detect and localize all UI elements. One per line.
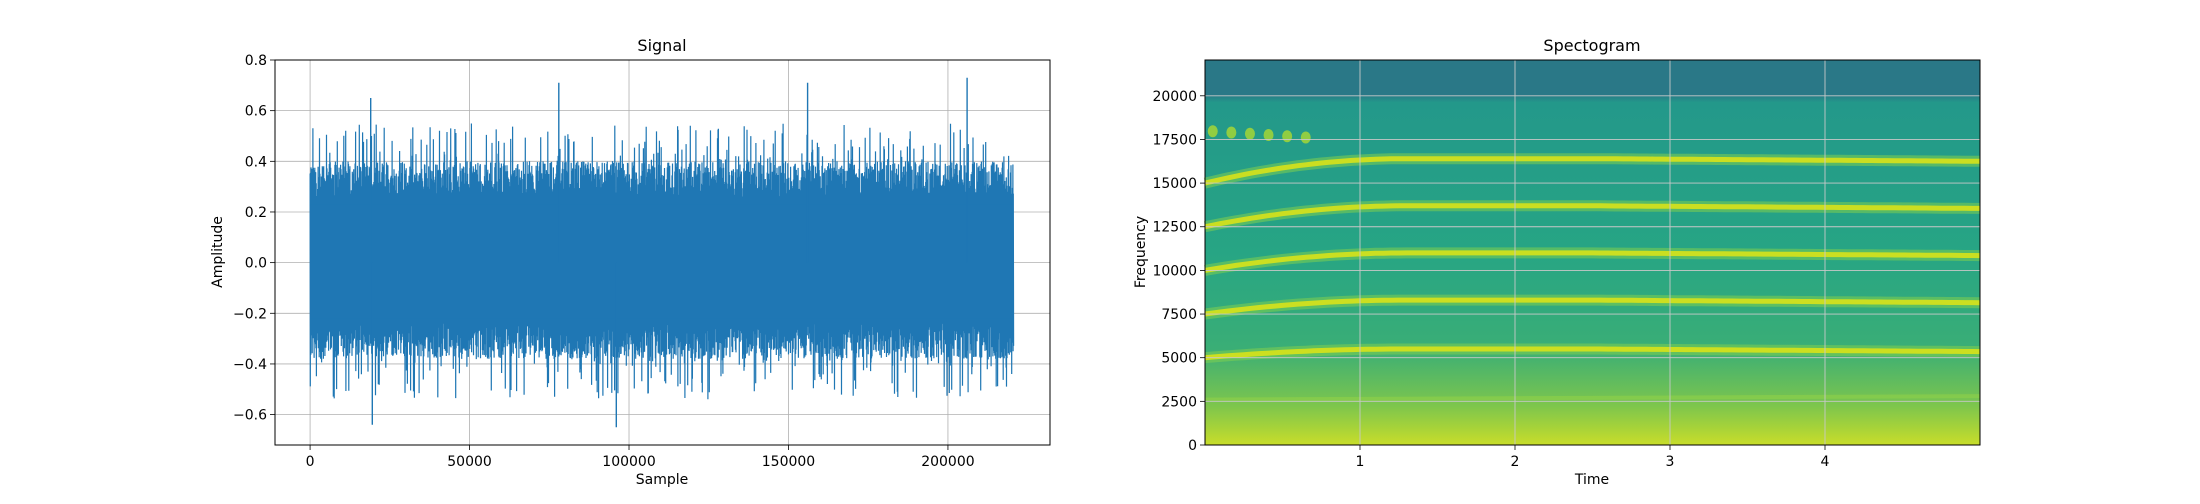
signal-plot-frame [274, 59, 1051, 446]
spectrogram-burst-blob [1207, 125, 1218, 138]
spectrogram-early-burst [1207, 125, 1311, 144]
spectrogram-grid [1205, 60, 1980, 446]
signal-x-axis-label: Sample [636, 472, 689, 488]
spectrogram-panel: 1 2 3 4 0 2500 5000 7500 10000 12500 15000 17500 200… [1133, 36, 1981, 488]
spectrogram-band [1204, 203, 1980, 230]
spectrogram-x-tick-label: 3 [1666, 454, 1675, 470]
signal-x-tick-label: 150000 [762, 454, 815, 470]
spectrogram-y-tick-label: 10000 [1152, 263, 1197, 279]
spectrogram-y-tick-label: 2500 [1161, 394, 1197, 410]
spectrogram-x-tick-label: 4 [1821, 454, 1830, 470]
spectrogram-band [1204, 156, 1981, 186]
signal-y-tick-label: −0.6 [233, 408, 267, 424]
spectrogram-band [1204, 346, 1981, 361]
signal-y-tick-label: −0.2 [233, 306, 267, 322]
signal-y-tick-label: 0.2 [245, 205, 267, 221]
signal-y-tick-label: −0.4 [233, 357, 267, 373]
spectrogram-plot-frame [1204, 59, 1981, 446]
spectrogram-burst-blob [1300, 131, 1311, 144]
spectrogram-burst-blob [1282, 130, 1293, 143]
signal-x-tick-label: 100000 [602, 454, 655, 470]
spectrogram-low-band [1204, 394, 1981, 402]
spectrogram-x-tick-label: 2 [1511, 454, 1520, 470]
spectrogram-band [1204, 297, 1981, 317]
spectrogram-harmonic-bands [1203, 153, 1981, 402]
signal-peak-spikes [370, 77, 968, 428]
spectrogram-burst-blob [1226, 126, 1237, 139]
signal-y-tick-label: 0.0 [245, 256, 267, 272]
spectrogram-x-axis-label: Time [1574, 472, 1609, 488]
signal-series-core [310, 204, 1014, 319]
signal-ticks: 0 50000 100000 150000 200000 −0.6 −0.4 −0.2 0.0 0… [233, 53, 975, 470]
spectrogram-band [1204, 250, 1981, 273]
signal-x-tick-label: 50000 [447, 454, 492, 470]
signal-y-tick-label: 0.4 [245, 154, 267, 170]
spectrogram-title: Spectogram [1543, 36, 1640, 55]
signal-y-axis-label: Amplitude [210, 216, 226, 288]
signal-x-tick-label: 200000 [921, 454, 974, 470]
spectrogram-y-axis-label: Frequency [1133, 216, 1149, 288]
spectrogram-y-tick-label: 15000 [1152, 176, 1197, 192]
signal-panel: 0 50000 100000 150000 200000 −0.6 −0.4 −0.2 0.0 0… [210, 36, 1051, 488]
signal-y-tick-label: 0.6 [245, 104, 267, 120]
spectrogram-y-tick-label: 17500 [1152, 132, 1197, 148]
spectrogram-y-tick-label: 20000 [1152, 89, 1197, 105]
spectrogram-x-tick-label: 1 [1356, 454, 1365, 470]
spectrogram-burst-blob [1244, 127, 1255, 140]
spectrogram-y-tick-label: 12500 [1152, 220, 1197, 236]
spectrogram-y-tick-label: 7500 [1161, 307, 1197, 323]
spectrogram-y-tick-label: 5000 [1161, 351, 1197, 367]
signal-y-tick-label: 0.8 [245, 53, 267, 69]
spectrogram-burst-blob [1263, 129, 1274, 142]
spectrogram-ticks: 1 2 3 4 0 2500 5000 7500 10000 12500 15000 17500 200… [1152, 89, 1829, 470]
signal-x-tick-label: 0 [306, 454, 315, 470]
signal-title: Signal [637, 36, 686, 55]
spectrogram-y-tick-label: 0 [1188, 438, 1197, 454]
